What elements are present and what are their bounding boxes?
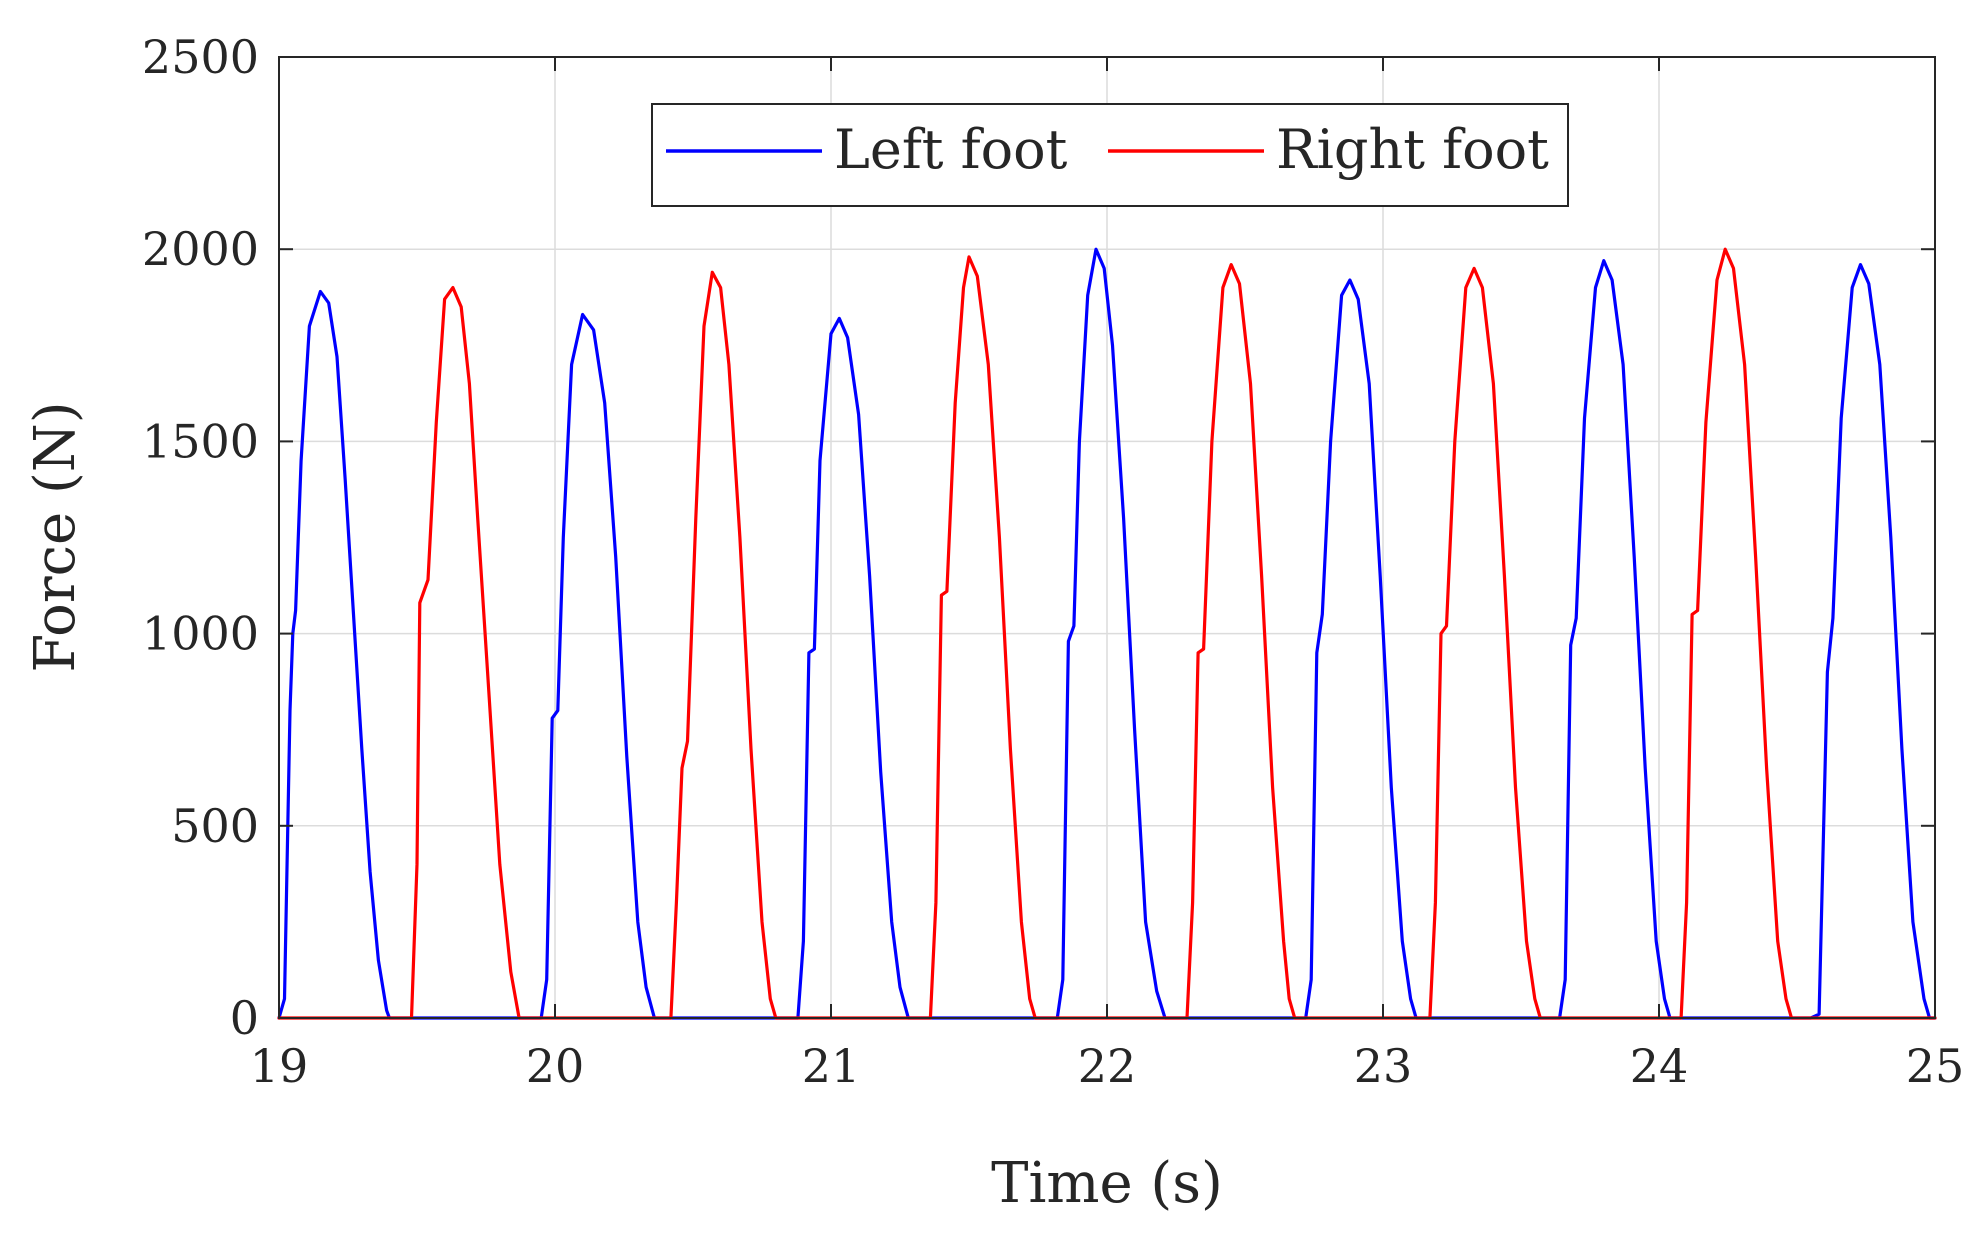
x-tick-label: 21 — [802, 1039, 861, 1093]
legend: Left foot Right foot — [651, 103, 1569, 207]
y-tick-label: 0 — [230, 991, 259, 1045]
x-tick-label: 22 — [1078, 1039, 1137, 1093]
x-tick-label: 23 — [1354, 1039, 1413, 1093]
x-tick-label: 24 — [1630, 1039, 1689, 1093]
y-axis-title: Force (N) — [23, 401, 88, 672]
ticks — [278, 56, 1936, 1019]
x-axis-title: Time (s) — [991, 1151, 1223, 1216]
x-tick-label: 25 — [1906, 1039, 1965, 1093]
legend-label-right-foot: Right foot — [1276, 118, 1549, 181]
y-tick-label: 1000 — [142, 607, 259, 661]
y-tick-label: 1500 — [142, 414, 259, 468]
y-tick-label: 2500 — [142, 30, 259, 84]
x-tick-label: 19 — [250, 1039, 309, 1093]
legend-box — [651, 103, 1569, 207]
y-tick-label: 2000 — [142, 222, 259, 276]
tick-labels: 19 20 21 22 23 24 25 0 500 1000 1500 2000 2500 — [142, 30, 1964, 1093]
legend-label-left-foot: Left foot — [834, 118, 1068, 181]
y-tick-label: 500 — [171, 799, 259, 853]
x-tick-label: 20 — [526, 1039, 585, 1093]
